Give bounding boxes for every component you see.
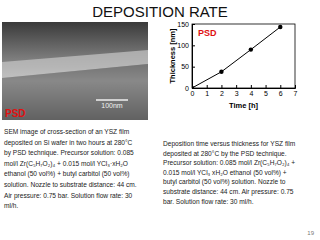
x-tick: 7 [294,85,298,97]
x-tick: 2 [220,85,224,97]
x-tick-label: 2 [220,90,224,97]
x-tick: 1 [205,85,209,97]
caption-line: mol/l Zr(C₅H₇O₂)₄ + 0.015 mol/l YCl₃·xH₂… [4,160,128,168]
data-point [219,70,223,74]
y-tick-mark [192,24,195,25]
y-axis-title: Thickness [nm] [168,28,177,84]
caption-line: butyl carbitol (50 vol%) solution. Nozzl… [163,178,286,186]
caption-line: SEM image of cross-section of an YSZ fil… [4,128,130,136]
caption-line: substrate distance: 44 cm. Air pressure:… [163,188,294,196]
x-tick-mark [207,85,208,88]
y-axis-line [193,25,196,89]
plot-frame [192,24,295,88]
x-axis-title: Time [h] [229,101,259,110]
data-point [249,47,253,51]
x-tick-label: 7 [294,90,298,97]
x-tick-label: 1 [205,90,209,97]
caption-line: deposited on Si wafer in two hours at 28… [4,139,133,147]
x-axis-line [193,85,296,89]
caption: SEM image of cross-section of an YSZ fil… [4,128,137,209]
caption-line: deposited at 280°C by the PSD technique. [163,150,287,158]
y-tick-label: 50 [181,63,189,70]
y-tick: 50 [181,63,195,70]
x-tick: 6 [279,85,283,97]
x-tick: 3 [235,85,239,97]
x-tick-mark [266,85,267,88]
slide: DEPOSITION RATE 100nm PSD SEM image of cros… [0,0,320,240]
caption-line: by PSD technique. Precursor solution: 0.… [4,149,134,157]
x-tick-label: 0 [191,90,195,97]
y-tick-mark [192,67,195,68]
sem-substrate [2,64,148,120]
annotation: PSD [198,28,217,38]
caption-line: 0.015 mol/l YCl₃ xH₂O ethanol (50 vol%) … [163,169,287,177]
y-tick-label: 150 [177,21,189,28]
caption-line: bar. Solution flow rate: 30 ml/h. [163,198,254,205]
title: DEPOSITION RATE [92,3,228,20]
x-tick-mark [280,85,281,88]
x-axis: 0 1 2 3 4 5 6 7 [191,85,298,97]
caption-line: ml/h. [4,202,18,209]
sem-image: 100nm PSD [2,22,148,120]
y-tick-mark [192,88,195,89]
caption-line: ethanol (50 vol%) + butyl carbitol (50 v… [4,170,130,178]
x-tick-label: 3 [235,90,239,97]
data-line [192,27,280,88]
page-number: 19 [307,230,314,236]
sem-label: PSD [5,108,26,119]
marks [192,25,282,88]
x-tick-label: 5 [264,90,268,97]
y-tick: 150 [177,21,195,28]
sem-background [2,22,148,120]
chart: 0 1 2 3 4 5 6 7 0 50 100 150 Time [h] Thickness [nm] P… [168,21,298,110]
caption-line: Deposition time versus thickness for YSZ… [163,140,296,148]
y-tick-label: 100 [177,42,189,49]
y-tick: 0 [185,85,195,92]
x-tick-label: 4 [249,90,253,97]
data-point [278,25,282,29]
x-tick-mark [295,85,296,88]
caption-line: Air pressure: 0.75 bar. Solution flow ra… [4,192,133,200]
x-tick-mark [236,85,237,88]
x-tick-label: 6 [279,90,283,97]
x-tick: 5 [264,85,268,97]
x-tick: 4 [249,85,253,97]
y-tick-mark [192,45,195,46]
y-axis: 0 50 100 150 [177,21,195,92]
caption: Deposition time versus thickness for YSZ… [163,140,296,205]
y-tick: 100 [177,42,195,49]
y-tick-label: 0 [185,85,189,92]
caption-line: solution. Nozzle to substrate distance: … [4,181,137,188]
sem-scale-bar [96,99,128,101]
caption-line: Precursor solution: 0.085 mol/l Zr(C₅H₇O… [163,159,295,167]
x-tick-mark [221,85,222,88]
data-point [192,86,194,88]
sem-scale-label: 100nm [101,102,123,109]
x-tick-mark [251,85,252,88]
